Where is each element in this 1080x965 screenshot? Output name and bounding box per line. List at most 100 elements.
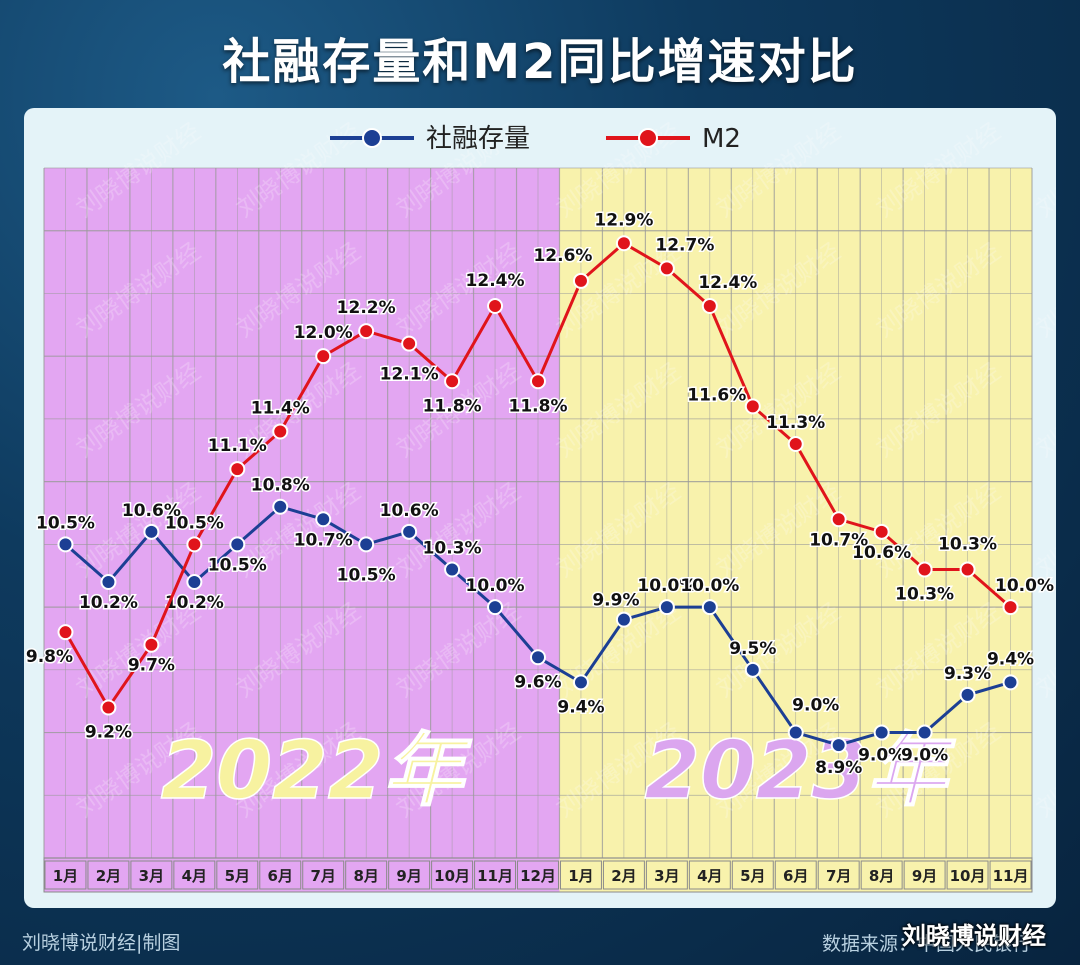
data-label: 12.6% bbox=[533, 246, 592, 266]
x-tick-label: 10月 bbox=[434, 867, 470, 885]
data-label: 9.7% bbox=[128, 656, 175, 676]
data-point bbox=[830, 737, 847, 754]
data-label: 12.9% bbox=[594, 210, 653, 230]
data-point bbox=[401, 335, 418, 352]
watermark-text: 刘晓博说财经 bbox=[1031, 237, 1056, 343]
data-label: 12.0% bbox=[294, 323, 353, 343]
data-label: 9.0% bbox=[858, 746, 905, 766]
data-label: 10.2% bbox=[165, 593, 224, 613]
x-tick-label: 5月 bbox=[225, 867, 250, 885]
footer-source: 数据来源：中国人民银行 bbox=[822, 933, 1032, 955]
data-label: 9.2% bbox=[85, 722, 132, 742]
data-label: 10.6% bbox=[380, 501, 439, 521]
data-label: 12.1% bbox=[380, 365, 439, 385]
data-point bbox=[186, 536, 203, 553]
data-point bbox=[143, 523, 160, 540]
x-tick-label: 9月 bbox=[912, 867, 937, 885]
x-tick-label: 6月 bbox=[783, 867, 808, 885]
data-point bbox=[272, 498, 289, 515]
data-label: 10.6% bbox=[122, 501, 181, 521]
data-point bbox=[229, 536, 246, 553]
x-tick-label: 9月 bbox=[396, 867, 421, 885]
x-tick-label: 11月 bbox=[993, 867, 1029, 885]
data-point bbox=[530, 373, 546, 390]
data-label: 10.0% bbox=[466, 576, 525, 596]
legend-label: 社融存量 bbox=[426, 124, 530, 154]
data-point bbox=[572, 272, 589, 289]
data-point bbox=[143, 636, 160, 653]
data-point bbox=[1002, 599, 1019, 616]
data-point bbox=[487, 298, 504, 314]
data-label: 9.5% bbox=[729, 639, 776, 659]
data-point bbox=[315, 511, 332, 528]
x-tick-label: 10月 bbox=[950, 867, 986, 885]
watermark-text: 刘晓博说财经 bbox=[1031, 717, 1056, 823]
data-label: 12.7% bbox=[655, 235, 714, 255]
data-point bbox=[315, 348, 332, 365]
data-label: 10.5% bbox=[337, 565, 396, 585]
data-label: 10.7% bbox=[294, 530, 353, 550]
x-tick-label: 3月 bbox=[139, 867, 164, 885]
data-point bbox=[572, 674, 589, 691]
data-point bbox=[787, 724, 804, 741]
data-point bbox=[100, 574, 117, 590]
data-label: 9.4% bbox=[987, 649, 1034, 669]
x-tick-label: 4月 bbox=[697, 867, 722, 885]
data-point bbox=[701, 298, 718, 314]
data-label: 12.4% bbox=[466, 271, 525, 291]
data-point bbox=[615, 611, 632, 628]
data-point bbox=[658, 599, 675, 616]
watermark-text: 刘晓博说财经 bbox=[1031, 357, 1056, 463]
data-label: 10.5% bbox=[165, 513, 224, 533]
data-point bbox=[57, 536, 74, 553]
data-label: 10.3% bbox=[423, 538, 482, 558]
data-label: 11.8% bbox=[423, 396, 482, 416]
legend: 社融存量 M2 bbox=[330, 124, 741, 154]
data-point bbox=[487, 599, 504, 616]
x-axis: 1月 2月 3月 4月 5月 6月 7月 8月 9月 10月 11月 12月 1月 2月 3月 4月 5月 6月 7… bbox=[43, 857, 1033, 893]
x-tick-label: 5月 bbox=[740, 867, 765, 885]
x-tick-label: 1月 bbox=[568, 867, 593, 885]
data-point bbox=[744, 661, 761, 678]
data-label: 9.4% bbox=[557, 697, 604, 717]
data-label: 11.3% bbox=[766, 413, 825, 433]
data-point bbox=[658, 260, 675, 277]
data-point bbox=[830, 511, 847, 528]
data-point bbox=[701, 599, 718, 616]
data-label: 10.5% bbox=[36, 513, 95, 533]
data-point bbox=[615, 235, 632, 252]
data-point bbox=[444, 561, 461, 578]
data-label: 9.8% bbox=[26, 647, 73, 667]
data-point bbox=[358, 536, 375, 553]
x-tick-label: 8月 bbox=[353, 867, 378, 885]
x-tick-label: 11月 bbox=[477, 867, 513, 885]
watermark-text: 刘晓博说财经 bbox=[1031, 117, 1056, 223]
data-label: 9.9% bbox=[592, 591, 639, 611]
data-label: 10.0% bbox=[680, 576, 739, 596]
data-point bbox=[57, 624, 74, 641]
footer-credit: 刘晓博说财经|制图 bbox=[22, 932, 181, 954]
x-tick-label: 2月 bbox=[611, 867, 636, 885]
data-label: 11.4% bbox=[251, 398, 310, 418]
data-point bbox=[530, 649, 546, 666]
data-point bbox=[401, 523, 418, 540]
page-title: 社融存量和M2同比增速对比 bbox=[222, 34, 858, 90]
data-label: 9.6% bbox=[514, 672, 561, 692]
brand-watermark: 刘晓博说财经 bbox=[902, 922, 1046, 950]
data-point bbox=[787, 436, 804, 452]
data-point bbox=[959, 686, 976, 703]
data-label: 11.1% bbox=[208, 436, 267, 456]
data-label: 12.2% bbox=[337, 298, 396, 318]
data-label: 11.6% bbox=[687, 385, 746, 405]
data-point bbox=[916, 724, 933, 741]
data-label: 10.0% bbox=[637, 576, 696, 596]
data-label: 9.3% bbox=[944, 664, 991, 684]
data-point bbox=[1002, 674, 1019, 691]
data-point bbox=[186, 574, 203, 590]
data-point bbox=[100, 699, 117, 716]
data-label: 8.9% bbox=[815, 758, 862, 778]
x-tick-label: 7月 bbox=[826, 867, 851, 885]
data-label: 10.2% bbox=[79, 593, 138, 613]
chart: 刘晓博说财经 刘晓博说财经 刘晓博说财经 刘晓博说财经 刘晓博说财经 刘晓博说财经 刘晓博说… bbox=[24, 117, 1056, 893]
year-label: 2022年 bbox=[161, 724, 473, 817]
